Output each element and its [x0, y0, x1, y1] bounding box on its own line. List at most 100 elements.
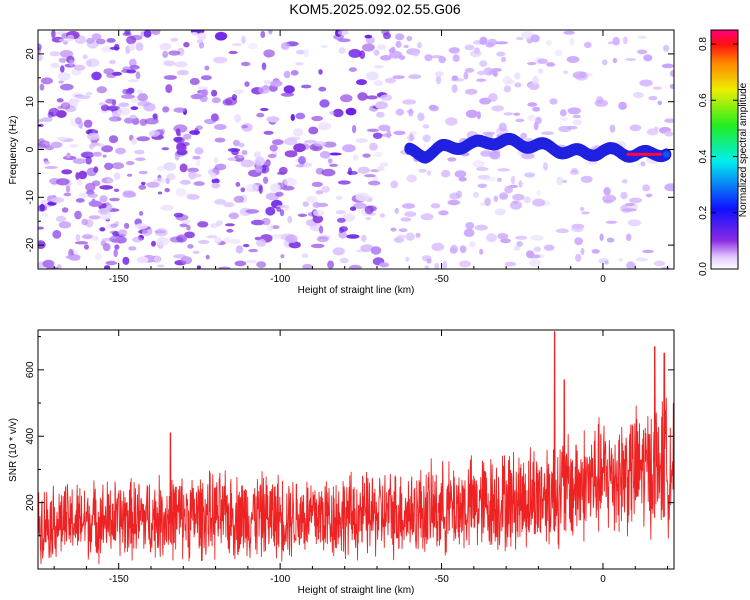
spectrogram-noise-blob	[417, 112, 425, 122]
spectrogram-noise-blob	[434, 71, 444, 77]
spectrogram-noise-blob	[41, 212, 49, 217]
spectrogram-noise-blob	[530, 34, 540, 43]
spectrogram-noise-blob	[645, 193, 653, 198]
spectrogram-noise-blob	[215, 31, 228, 41]
spectrogram-noise-blob	[473, 191, 479, 198]
spectrogram-noise-blob	[163, 162, 177, 171]
spectrogram-noise-blob	[261, 62, 267, 71]
spectrogram-noise-blob	[537, 68, 544, 74]
spectrogram-noise-blob	[267, 153, 277, 159]
spectrogram-noise-blob	[603, 187, 611, 196]
spectrogram-noise-blob	[175, 188, 187, 197]
spectrogram-x-tick-label: 0	[600, 274, 606, 285]
spectrogram-noise-blob	[643, 54, 653, 62]
spectrogram-noise-blob	[451, 75, 459, 81]
spectrogram-noise-blob	[44, 160, 51, 165]
spectrogram-noise-blob	[365, 216, 372, 221]
spectrogram-noise-blob	[368, 180, 381, 186]
spectrogram-noise-blob	[164, 187, 170, 193]
spectrogram-noise-blob	[125, 161, 135, 166]
spectrogram-noise-blob	[500, 56, 507, 63]
spectrogram-noise-blob	[276, 207, 282, 212]
spectrogram-noise-blob	[106, 105, 121, 111]
spectrogram-noise-blob	[410, 130, 417, 136]
spectrogram-noise-blob	[179, 163, 188, 173]
spectrogram-noise-blob	[113, 172, 121, 180]
spectrogram-noise-blob	[653, 260, 666, 267]
spectrogram-noise-blob	[99, 185, 114, 190]
spectrogram-x-axis-label: Height of straight line (km)	[298, 285, 415, 296]
spectrogram-noise-blob	[284, 205, 289, 211]
spectrogram-noise-blob	[465, 109, 479, 119]
spectrogram-noise-blob	[295, 62, 304, 66]
spectrogram-noise-blob	[120, 94, 135, 99]
spectrogram-noise-blob	[609, 124, 616, 133]
spectrogram-noise-blob	[50, 62, 60, 69]
spectrogram-noise-blob	[132, 236, 143, 243]
spectrogram-noise-blob	[503, 85, 511, 93]
spectrogram-noise-blob	[96, 86, 108, 94]
snr-series-line	[38, 331, 674, 565]
spectrogram-noise-blob	[622, 208, 637, 212]
spectrogram-noise-blob	[210, 113, 219, 122]
spectrogram-noise-blob	[222, 99, 233, 106]
spectrogram-noise-blob	[320, 44, 328, 49]
spectrogram-noise-blob	[336, 217, 346, 223]
spectrogram-noise-blob	[58, 221, 72, 229]
spectrogram-noise-blob	[206, 235, 218, 239]
spectrogram-noise-blob	[514, 72, 521, 80]
spectrogram-noise-blob	[109, 59, 116, 65]
spectrogram-noise-blob	[524, 172, 536, 178]
spectrogram-noise-blob	[187, 244, 194, 249]
spectrogram-noise-blob	[536, 190, 541, 196]
spectrogram-noise-blob	[157, 264, 165, 268]
spectrogram-noise-blob	[605, 220, 618, 224]
spectrogram-noise-blob	[253, 151, 261, 159]
spectrogram-noise-blob	[262, 85, 270, 90]
spectrogram-noise-blob	[281, 185, 295, 191]
snr-x-tick-label: 0	[600, 574, 606, 585]
spectrogram-noise-blob	[313, 141, 327, 147]
spectrogram-noise-blob	[435, 75, 442, 85]
spectrogram-noise-blob	[126, 69, 137, 74]
spectrogram-noise-blob	[136, 136, 150, 142]
spectrogram-noise-blob	[163, 60, 176, 67]
spectrogram-noise-blob	[607, 41, 616, 45]
spectrogram-noise-blob	[234, 114, 242, 123]
spectrogram-noise-blob	[362, 153, 371, 158]
spectrogram-noise-blob	[513, 112, 521, 116]
spectrogram-noise-blob	[342, 213, 356, 222]
spectrogram-noise-blob	[214, 199, 227, 205]
spectrogram-noise-blob	[66, 34, 75, 42]
spectrogram-noise-blob	[56, 98, 64, 103]
spectrogram-noise-blob	[183, 133, 192, 140]
spectrogram-noise-blob	[622, 36, 628, 45]
spectrogram-noise-blob	[390, 180, 399, 189]
spectrogram-noise-blob	[142, 228, 151, 237]
spectrogram-noise-blob	[297, 213, 308, 217]
spectrogram-noise-blob	[337, 38, 351, 43]
spectrogram-noise-blob	[625, 233, 632, 242]
spectrogram-noise-blob	[357, 166, 370, 174]
spectrogram-noise-blob	[104, 265, 111, 269]
spectrogram-noise-blob	[327, 158, 333, 164]
spectrogram-noise-blob	[477, 70, 486, 76]
spectrogram-noise-blob	[53, 197, 60, 203]
spectrogram-noise-blob	[189, 130, 201, 135]
spectrogram-noise-blob	[332, 247, 345, 256]
spectrogram-noise-blob	[660, 266, 671, 269]
spectrogram-noise-blob	[232, 43, 243, 47]
spectrogram-noise-blob	[393, 130, 406, 136]
spectrogram-noise-blob	[77, 178, 83, 186]
spectrogram-noise-blob	[637, 49, 648, 55]
spectrogram-noise-blob	[378, 124, 391, 132]
spectrogram-noise-blob	[218, 266, 231, 269]
spectrogram-noise-blob	[156, 165, 165, 172]
spectrogram-noise-blob	[227, 157, 237, 162]
spectrogram-noise-blob	[404, 211, 417, 217]
spectrogram-noise-blob	[263, 130, 274, 135]
spectrogram-noise-blob	[193, 181, 205, 186]
spectrogram-noise-blob	[284, 150, 298, 158]
spectrogram-noise-blob	[105, 201, 110, 206]
spectrogram-noise-blob	[479, 248, 484, 255]
